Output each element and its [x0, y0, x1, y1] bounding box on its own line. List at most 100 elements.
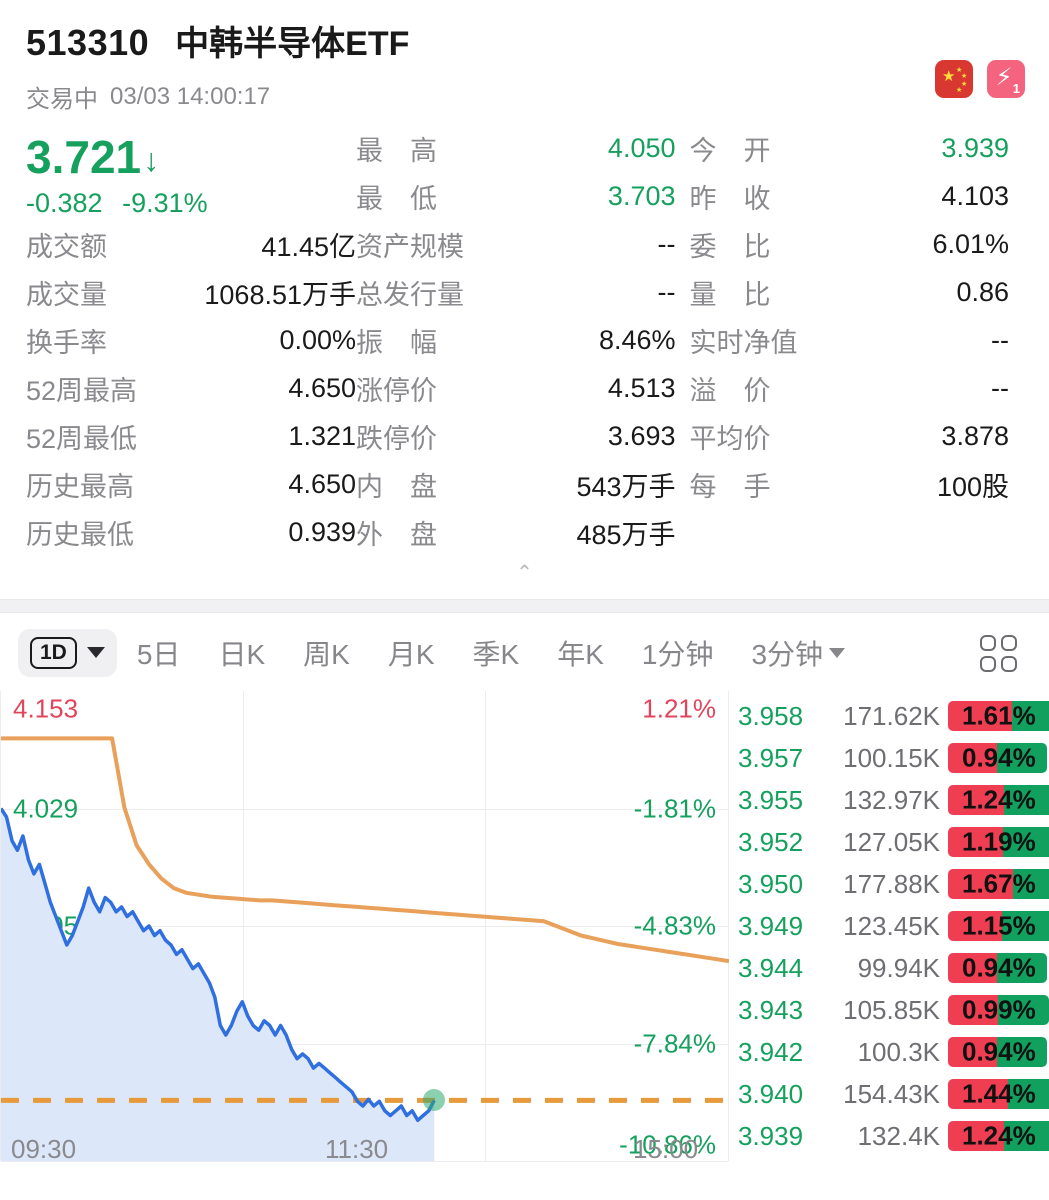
order-book-bar-green	[1011, 701, 1049, 731]
chart-canvas	[1, 736, 729, 1161]
tab-monthly-k[interactable]: 月K	[387, 639, 435, 670]
order-book-price: 3.944	[738, 952, 804, 983]
chevron-down-icon[interactable]	[829, 648, 846, 658]
tab-1d[interactable]: 1D	[18, 628, 117, 678]
stat-label: 振 幅	[356, 327, 437, 358]
chart-pct-axis-label: -4.83%	[633, 910, 716, 941]
order-book-pct: 0.94%	[962, 1036, 1036, 1067]
stat-value: 41.45亿	[261, 231, 356, 262]
flag-star-large: ★	[942, 68, 956, 85]
order-book-bar-wrap: 0.94%	[948, 953, 1049, 983]
stat-row: 内 盘 543万手	[356, 460, 690, 508]
tab-1min[interactable]: 1分钟	[641, 639, 714, 670]
stat-row: 52周最高 4.650	[26, 364, 356, 412]
stat-value: 0.00%	[279, 324, 356, 355]
section-divider	[0, 599, 1049, 613]
stats-col3: 委 比 6.01% 量 比 0.86 实时净值 -- 溢 价 -- 平均价	[690, 220, 1024, 556]
chevron-down-icon[interactable]	[86, 647, 105, 659]
stat-row: 今 开 3.939	[690, 124, 1024, 172]
tab-daily-k[interactable]: 日K	[218, 639, 266, 670]
grid-layout-icon[interactable]	[980, 634, 1017, 672]
order-book-row[interactable]: 3.940 154.43K 1.44%	[728, 1073, 1049, 1115]
tab-yearly-k[interactable]: 年K	[557, 639, 604, 670]
cn-flag-icon[interactable]: ★ ★ ★ ★ ★	[935, 60, 973, 98]
stat-label: 平均价	[689, 423, 771, 454]
order-book-bar-green	[1002, 827, 1049, 857]
header-badges: ★ ★ ★ ★ ★ ⚡ 1	[935, 60, 1025, 98]
order-book-price: 3.939	[738, 1120, 804, 1151]
order-book-row[interactable]: 3.944 99.94K 0.94%	[728, 947, 1049, 989]
stat-value: 3.878	[941, 420, 1009, 451]
stat-value: 3.703	[607, 180, 676, 211]
order-book-row[interactable]: 3.955 132.97K 1.24%	[728, 779, 1049, 821]
order-book-bar-green	[997, 953, 1047, 983]
stat-row: 量 比 0.86	[690, 268, 1024, 316]
tab-3min[interactable]: 3分钟	[733, 623, 863, 683]
stat-value: 4.650	[288, 372, 356, 403]
stat-value: 1.321	[288, 420, 356, 451]
order-book-row[interactable]: 3.952 127.05K 1.19%	[728, 821, 1049, 863]
price-change-abs: -0.382	[26, 188, 103, 218]
tab-3min-label: 3分钟	[751, 639, 824, 670]
tab-5d[interactable]: 5日	[136, 639, 181, 670]
stat-label: 52周最低	[26, 423, 138, 454]
stat-label: 昨 收	[689, 183, 771, 214]
stat-label: 每 手	[689, 471, 771, 502]
order-book-row[interactable]: 3.943 105.85K 0.99%	[728, 989, 1049, 1031]
tab-quarterly-k[interactable]: 季K	[472, 639, 520, 670]
order-book-row[interactable]: 3.957 100.15K 0.94%	[728, 737, 1049, 779]
stat-row: 最 高 4.050	[356, 124, 690, 172]
stat-label: 跌停价	[356, 423, 437, 454]
stat-value: 0.86	[956, 276, 1009, 307]
order-book-row[interactable]: 3.950 177.88K 1.67%	[728, 863, 1049, 905]
order-book-row[interactable]: 3.958 171.62K 1.61%	[728, 695, 1049, 737]
stat-label: 涨停价	[356, 375, 437, 406]
chart-x-axis-label: 15:00	[633, 1134, 699, 1164]
stat-row: 资产规模 --	[356, 220, 690, 268]
order-book-row[interactable]: 3.942 100.3K 0.94%	[728, 1031, 1049, 1073]
intraday-chart[interactable]: 4.1531.21%4.029-1.81%3.905-4.83%3.781-7.…	[0, 691, 729, 1164]
order-book-bar-red	[948, 785, 1004, 815]
flag-star-3: ★	[961, 81, 968, 88]
chart-vertical-gridline	[242, 691, 244, 1161]
order-book-bar-red	[948, 911, 1002, 941]
order-book-volume: 99.94K	[857, 952, 940, 983]
grid-cell	[980, 655, 996, 672]
order-book-bar	[948, 1079, 1049, 1109]
stat-label: 历史最低	[26, 519, 134, 550]
order-book-list[interactable]: 3.958 171.62K 1.61% 3.957 100.15K 0.94% 3.955 1…	[728, 691, 1049, 1161]
stat-value: 485万手	[576, 519, 676, 550]
stat-row: 涨停价 4.513	[356, 364, 690, 412]
order-book-bar	[948, 1037, 1047, 1067]
order-book-price: 3.950	[738, 868, 804, 899]
price-line	[1, 807, 436, 1123]
stat-row: 最 低 3.703	[356, 172, 690, 220]
stat-row: 昨 收 4.103	[690, 172, 1024, 220]
collapse-stats-button[interactable]: ⌃	[0, 556, 1049, 599]
order-book-row[interactable]: 3.949 123.45K 1.15%	[728, 905, 1049, 947]
stat-row: 振 幅 8.46%	[356, 316, 690, 364]
tab-weekly-k[interactable]: 周K	[303, 639, 350, 670]
chart-pct-axis-label: 1.21%	[642, 693, 716, 724]
chart-and-book: 4.1531.21%4.029-1.81%3.905-4.83%3.781-7.…	[0, 691, 1049, 1164]
order-book-bar	[948, 785, 1049, 815]
price-block: 3.721 ↓ -0.382 -9.31%	[26, 124, 356, 220]
stats-top: 最 高 4.050 最 低 3.703 今 开 3.939 昨 收 4.103	[356, 124, 1023, 220]
order-book-bar-wrap: 1.44%	[948, 1079, 1049, 1109]
order-book-bar-red	[948, 743, 998, 773]
stat-row: 成交量 1068.51万手	[26, 268, 356, 316]
order-book-bar-green	[1003, 785, 1049, 815]
order-book-pct: 0.99%	[962, 994, 1036, 1025]
last-price-row: 3.721 ↓	[26, 130, 356, 184]
stat-value: 3.939	[941, 132, 1009, 163]
order-book-row[interactable]: 3.939 132.4K 1.24%	[728, 1115, 1049, 1157]
stat-row: 委 比 6.01%	[690, 220, 1024, 268]
chart-y-axis-label: 4.153	[13, 693, 79, 724]
stat-row: 平均价 3.878	[690, 412, 1024, 460]
lightning-badge-icon[interactable]: ⚡ 1	[987, 60, 1025, 98]
order-book-bar-wrap: 0.99%	[948, 995, 1049, 1025]
market-status: 交易中	[26, 86, 98, 113]
stat-row: 换手率 0.00%	[26, 316, 356, 364]
price-change-pct: -9.31%	[122, 188, 208, 218]
